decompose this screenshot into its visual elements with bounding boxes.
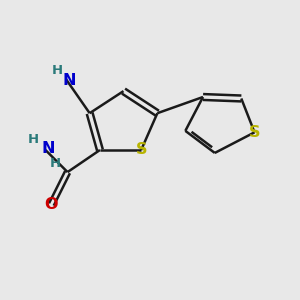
Text: S: S bbox=[249, 125, 260, 140]
Text: O: O bbox=[45, 197, 58, 212]
Text: S: S bbox=[135, 142, 147, 158]
Text: N: N bbox=[62, 73, 76, 88]
Text: H: H bbox=[28, 133, 39, 146]
Text: H: H bbox=[52, 64, 63, 77]
Text: N: N bbox=[42, 141, 55, 156]
Text: H: H bbox=[50, 157, 61, 170]
